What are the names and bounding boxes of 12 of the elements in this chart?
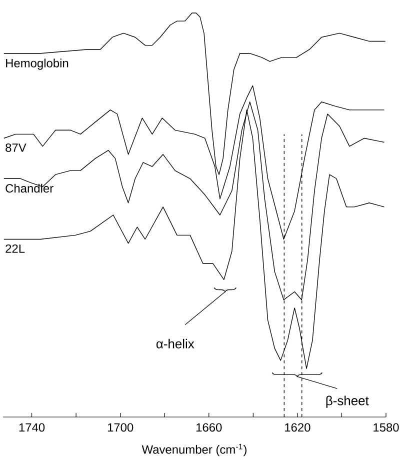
annotation: β-sheet [326, 396, 369, 408]
x-tick-label: 1660 [196, 423, 222, 432]
annotation: α-helix [156, 338, 194, 348]
x-axis-title: Wavenumber (cm$^{-1}$) [142, 444, 246, 456]
x-tick-label: 1620 [285, 423, 310, 432]
series-label: Hemoglobin [6, 58, 68, 70]
series-label: 22L [6, 244, 25, 253]
x-tick-label: 1740 [19, 423, 45, 432]
x-tick-label: 1580 [374, 423, 399, 432]
x-tick-label: 1700 [108, 423, 134, 432]
series-label: 87V [6, 143, 26, 152]
series-label: Chandler [6, 184, 54, 193]
